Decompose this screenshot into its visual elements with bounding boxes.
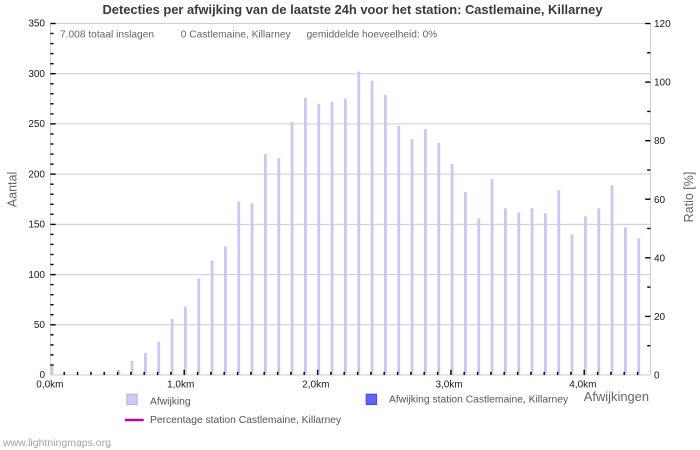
svg-text:gemiddelde hoeveelheid: 0%: gemiddelde hoeveelheid: 0% <box>307 30 438 41</box>
svg-text:50: 50 <box>34 320 46 331</box>
svg-text:Aantal: Aantal <box>6 172 20 207</box>
svg-text:Afwijking: Afwijking <box>150 397 191 408</box>
svg-text:0: 0 <box>654 371 660 382</box>
svg-text:20: 20 <box>654 312 666 323</box>
svg-text:300: 300 <box>28 69 45 80</box>
svg-text:40: 40 <box>654 253 666 264</box>
svg-text:100: 100 <box>654 78 671 89</box>
svg-text:100: 100 <box>28 270 45 281</box>
svg-text:Afwijking station Castlemaine,: Afwijking station Castlemaine, Killarney <box>389 395 569 406</box>
svg-text:0: 0 <box>39 370 45 381</box>
svg-text:80: 80 <box>654 136 666 147</box>
svg-text:200: 200 <box>28 169 45 180</box>
svg-text:1,0km: 1,0km <box>167 380 194 391</box>
svg-text:0 Castlemaine, Killarney: 0 Castlemaine, Killarney <box>181 30 292 41</box>
svg-text:7.008 totaal inslagen: 7.008 totaal inslagen <box>60 30 154 41</box>
svg-text:60: 60 <box>654 195 666 206</box>
svg-text:350: 350 <box>28 19 45 30</box>
svg-text:Ratio [%]: Ratio [%] <box>682 172 696 223</box>
svg-text:150: 150 <box>28 220 45 231</box>
svg-text:250: 250 <box>28 119 45 130</box>
svg-text:0,0km: 0,0km <box>36 380 63 391</box>
svg-text:Detecties per afwijking van de: Detecties per afwijking van de laatste 2… <box>102 2 603 17</box>
svg-text:Percentage station Castlemaine: Percentage station Castlemaine, Killarne… <box>150 415 342 426</box>
svg-text:120: 120 <box>654 19 671 30</box>
svg-text:2,0km: 2,0km <box>302 380 329 391</box>
svg-text:www.lightningmaps.org: www.lightningmaps.org <box>2 437 111 449</box>
svg-text:3,0km: 3,0km <box>435 380 462 391</box>
svg-text:4,0km: 4,0km <box>569 380 596 391</box>
svg-text:Afwijkingen: Afwijkingen <box>584 389 649 404</box>
